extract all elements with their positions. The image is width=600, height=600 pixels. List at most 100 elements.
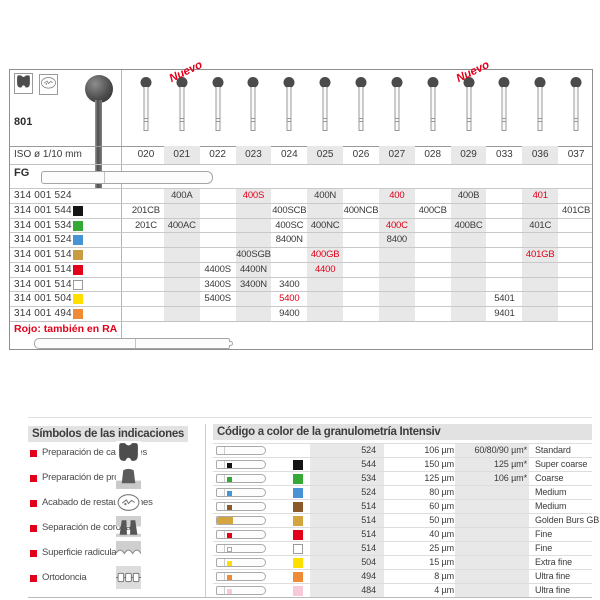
fg-label: FG [14,167,30,179]
bur-head [140,77,152,88]
bur-head [355,77,367,88]
bur-code-cell: 400S [242,190,265,201]
catalog-row: 314 001 504 5400S 5400 5401 [10,291,592,306]
bur-code-cell: 3400 [279,278,300,290]
prosthesis-prep-icon [116,466,141,489]
shank-color-mark [227,546,232,552]
grit-label: Fine [535,543,553,553]
grit-code: 514 [361,529,376,539]
bur-code-cell: 400B [457,190,480,201]
shank-joint [224,461,225,468]
shank-joint [224,573,225,580]
bottom-separator [28,417,592,418]
granulometry-row: 544 150 µm 125 µm* Super coarse [213,457,592,471]
grit-color-square [293,544,303,554]
grit-code: 494 [361,571,376,581]
iso-size-033: 033 [496,149,513,160]
restoration-finishing-icon [39,74,58,95]
catalog-row: 314 001 524 8400N 8400 [10,232,592,247]
bur-shaft [143,87,149,131]
large-bur-photo-shaft [95,100,102,188]
bur-shaft [573,87,579,131]
symbol-item: Superficie radicular [28,541,205,570]
ball-bur-icon-020 [139,77,153,131]
grit-code: 524 [361,487,376,497]
grit-label: Ultra fine [535,571,571,581]
bur-code-cell: 8400N [275,234,303,246]
grit-size: 50 µm [429,515,454,525]
bottom-vertical-divider [205,424,206,597]
bur-code-cell: 400SGB [236,249,271,261]
order-code: 314 001 544 [14,204,72,216]
shaded-column-036 [522,188,559,321]
bur-shank-icon [216,516,266,525]
indication-symbols-section: Símbolos de las indicaciones Preparación… [28,424,205,597]
grit-color-square [293,558,303,568]
ball-bur-icon-026 [354,77,368,131]
bur-shank-icon [216,446,266,455]
grit-size: 60 µm [429,501,454,511]
bur-code-cell: 400SCB [272,204,307,216]
restoration-finishing-icon [116,491,141,514]
symbol-item: Ortodoncia [28,566,205,595]
cavity-prep-icon [116,441,141,464]
iso-size-036: 036 [522,146,559,164]
iso-label: ISO ø 1/10 mm [14,149,82,160]
grit-code: 544 [361,459,376,469]
shaded-column-027 [378,188,415,321]
grit-label: Standard [535,445,571,455]
bur-shank-icon [216,544,266,553]
bur-code-cell: 400C [385,219,408,231]
bur-shaft [358,87,364,131]
bur-code-cell: 8400 [386,234,408,246]
iso-size-028: 028 [424,149,442,160]
grit-size: 125 µm [424,473,454,483]
bur-code-cell: 4400N [239,263,267,275]
shank-joint [224,503,225,510]
grit-color-square [293,572,303,582]
order-code: 314 001 514 [14,263,72,275]
bur-shank-icon [216,586,266,595]
large-bur-photo-head [85,75,113,103]
red-bullet-icon [30,450,37,457]
granulometry-row: 484 4 µm Ultra fine [213,583,592,597]
catalog-row: 314 001 514 4400S 4400N 4400 [10,261,592,277]
symbol-item: Acabado de restauraciones [28,491,205,520]
iso-size-row: ISO ø 1/10 mm 020 021 022 023 024 025 026 027 02… [10,146,592,164]
catalog-row: 314 001 514 400SGB 400GB 401GB [10,247,592,262]
iso-size-025: 025 [307,146,344,164]
bur-code-cell: 401C [529,219,552,231]
grit-size: 25 µm [429,543,454,553]
symbol-label: Separación de coronas [42,522,136,533]
bur-shank-icon [216,558,266,567]
grit-alt-size: 60/80/90 µm* [474,445,527,455]
shank-joint [224,559,225,566]
iso-size-021: 021 [163,146,200,164]
iso-size-022: 022 [209,149,226,160]
order-code: 314 001 534 [14,219,72,231]
bur-code-cell: 5401 [494,293,515,305]
bur-code-cell: 400GB [310,249,340,261]
grit-code: 514 [361,543,376,553]
bur-head [427,77,439,88]
catalog-row: 314 001 544 201CB 400SCB 400NCB 400CB 401CB [10,202,592,218]
bur-code-cell: 9401 [494,308,515,320]
bur-collar [250,118,256,122]
granulometry-row: 514 40 µm Fine [213,527,592,541]
bur-code-cell: 3400S [204,278,231,290]
bur-collar [573,118,579,122]
bur-shank-icon [216,488,266,497]
shaded-column-029 [450,188,487,321]
shank-color-mark [227,504,232,510]
shank-color-mark [227,574,232,580]
grit-code: 514 [361,515,376,525]
bur-code-cell: 400AC [167,219,196,231]
cavity-prep-icon [14,73,33,94]
shaded-column-021 [163,188,200,321]
order-code: 314 001 514 [14,278,72,290]
bur-collar [537,118,543,122]
grit-color-square [293,502,303,512]
catalog-row: 314 001 494 9400 9401 [10,306,592,321]
granulometry-shaded-column-1 [310,443,384,597]
